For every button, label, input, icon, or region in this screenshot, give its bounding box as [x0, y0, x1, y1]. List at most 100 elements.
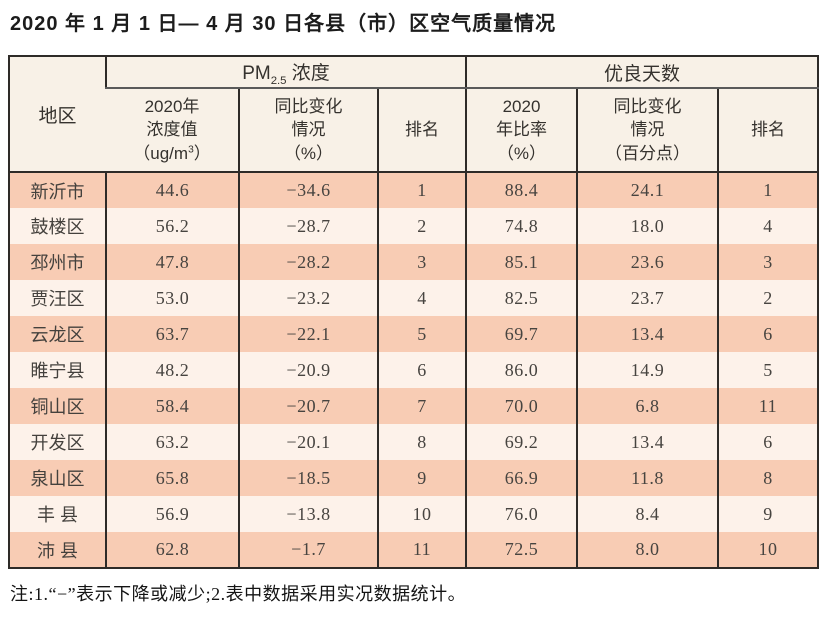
pm25-label-subscript: 2.5 — [270, 74, 287, 87]
region-cell: 沛 县 — [36, 540, 78, 561]
days-rank-cell: 9 — [716, 496, 819, 532]
header-region: 地区 — [9, 56, 106, 173]
header-line: 同比变化 — [274, 96, 343, 116]
pm-rank-cell: 9 — [377, 460, 466, 496]
pm-value-cell: 56.2 — [105, 208, 239, 244]
days-change-cell: 13.4 — [576, 316, 718, 352]
header-days-ratio: 2020 年比率 （%） — [465, 88, 577, 173]
days-change-cell: 14.9 — [576, 352, 718, 388]
pm-rank-cell: 3 — [377, 244, 466, 280]
pm-value-cell: 56.9 — [105, 496, 239, 532]
days-ratio-cell: 72.5 — [465, 532, 577, 568]
table-row: 云龙区 63.7 −22.1 5 69.7 13.4 6 — [9, 316, 819, 352]
days-rank-cell: 8 — [716, 460, 819, 496]
header-line: 同比变化 — [613, 96, 682, 116]
days-change-cell: 8.4 — [576, 496, 718, 532]
table-row: 鼓楼区 56.2 −28.7 2 74.8 18.0 4 — [9, 208, 819, 244]
header-good-days-group: 优良天数 — [464, 56, 819, 89]
region-cell: 鼓楼区 — [30, 217, 85, 237]
region-cell: 开发区 — [30, 433, 85, 453]
days-ratio-cell: 88.4 — [465, 172, 577, 208]
pm-value-cell: 63.2 — [105, 424, 239, 460]
days-ratio-cell: 70.0 — [465, 388, 577, 424]
pm-value-cell: 58.4 — [105, 388, 239, 424]
pm-change-cell: −34.6 — [238, 172, 378, 208]
days-ratio-cell: 82.5 — [465, 280, 577, 316]
days-ratio-cell: 86.0 — [465, 352, 577, 388]
pm-change-cell: −22.1 — [238, 316, 378, 352]
days-change-cell: 23.6 — [576, 244, 718, 280]
header-days-rank: 排名 — [716, 88, 819, 173]
table-row: 贾汪区 53.0 −23.2 4 82.5 23.7 2 — [9, 280, 819, 316]
days-rank-cell: 1 — [716, 172, 819, 208]
pm-value-cell: 62.8 — [105, 532, 239, 568]
pm-change-cell: −1.7 — [238, 532, 378, 568]
table-row: 沛 县 62.8 −1.7 11 72.5 8.0 10 — [9, 532, 819, 568]
pm25-label-prefix: PM — [242, 62, 271, 84]
header-line: 情况 — [630, 120, 665, 140]
pm-change-cell: −18.5 — [238, 460, 378, 496]
days-change-cell: 24.1 — [576, 172, 718, 208]
header-line: （%） — [496, 143, 547, 163]
pm-rank-cell: 6 — [377, 352, 466, 388]
table-row: 泉山区 65.8 −18.5 9 66.9 11.8 8 — [9, 460, 819, 496]
region-cell: 丰 县 — [36, 505, 78, 525]
header-sub-row: 2020年 浓度值 （ug/m3） 同比变化 情况 （%） 排名 2020 年比… — [9, 88, 819, 173]
header-line: （%） — [283, 143, 334, 163]
days-ratio-cell: 74.8 — [465, 208, 577, 244]
pm-change-cell: −13.8 — [238, 496, 378, 532]
days-ratio-cell: 85.1 — [465, 244, 577, 280]
region-cell: 云龙区 — [30, 325, 85, 345]
pm-rank-cell: 1 — [377, 172, 466, 208]
table-header: 地区 PM2.5 浓度 优良天数 2020年 浓度值 （ug/m3） 同比变化 … — [9, 56, 819, 173]
pm-value-cell: 65.8 — [105, 460, 239, 496]
pm-value-cell: 48.2 — [105, 352, 239, 388]
days-ratio-cell: 66.9 — [465, 460, 577, 496]
days-rank-cell: 11 — [716, 388, 819, 424]
days-change-cell: 11.8 — [576, 460, 718, 496]
days-change-cell: 8.0 — [576, 532, 718, 568]
pm-rank-cell: 4 — [377, 280, 466, 316]
header-line: 年比率 — [496, 120, 547, 140]
pm-change-cell: −23.2 — [238, 280, 378, 316]
header-group-row: 地区 PM2.5 浓度 优良天数 — [9, 56, 819, 173]
table-body: 新沂市 44.6 −34.6 1 88.4 24.1 1 鼓楼区 56.2 −2… — [9, 172, 819, 568]
footnote: 注:1.“−”表示下降或减少;2.表中数据采用实况数据统计。 — [10, 584, 467, 604]
air-quality-table: 地区 PM2.5 浓度 优良天数 2020年 浓度值 （ug/m3） 同比变化 … — [8, 55, 820, 569]
pm-change-cell: −20.9 — [238, 352, 378, 388]
region-cell: 铜山区 — [30, 397, 85, 417]
days-rank-cell: 10 — [716, 532, 819, 568]
table-row: 丰 县 56.9 −13.8 10 76.0 8.4 9 — [9, 496, 819, 532]
header-line-unit: （ug/m3） — [133, 143, 211, 163]
pm-value-cell: 44.6 — [105, 172, 239, 208]
header-line: 2020 — [502, 96, 541, 116]
days-ratio-cell: 76.0 — [465, 496, 577, 532]
pm-rank-cell: 2 — [377, 208, 466, 244]
days-rank-cell: 3 — [716, 244, 819, 280]
days-change-cell: 18.0 — [576, 208, 718, 244]
region-cell: 贾汪区 — [30, 289, 85, 309]
days-ratio-cell: 69.2 — [465, 424, 577, 460]
days-rank-cell: 2 — [716, 280, 819, 316]
days-rank-cell: 5 — [716, 352, 819, 388]
pm-change-cell: −20.7 — [238, 388, 378, 424]
pm-rank-cell: 7 — [377, 388, 466, 424]
days-change-cell: 13.4 — [576, 424, 718, 460]
pm-value-cell: 47.8 — [105, 244, 239, 280]
pm-change-cell: −28.2 — [238, 244, 378, 280]
cubic-superscript: 3 — [188, 144, 194, 156]
region-cell: 睢宁县 — [30, 361, 85, 381]
region-cell: 邳州市 — [30, 253, 85, 273]
pm-change-cell: −28.7 — [238, 208, 378, 244]
days-rank-cell: 4 — [716, 208, 819, 244]
pm-rank-cell: 11 — [377, 532, 466, 568]
pm-rank-cell: 10 — [377, 496, 466, 532]
days-rank-cell: 6 — [716, 424, 819, 460]
region-cell: 新沂市 — [30, 181, 85, 202]
pm25-label-suffix: 浓度 — [286, 62, 330, 84]
table-row: 新沂市 44.6 −34.6 1 88.4 24.1 1 — [9, 172, 819, 208]
header-line: 2020年 — [144, 96, 200, 116]
region-cell: 泉山区 — [30, 469, 85, 489]
pm-value-cell: 53.0 — [105, 280, 239, 316]
